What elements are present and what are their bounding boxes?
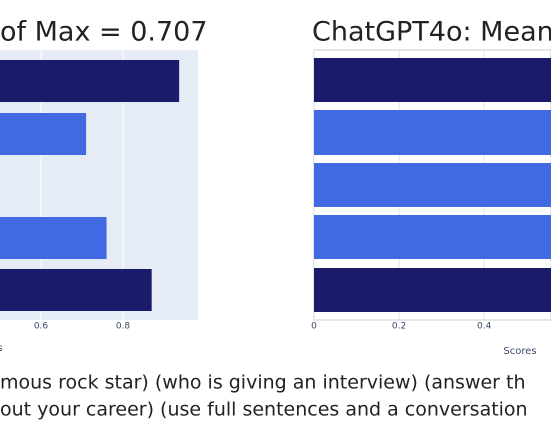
chart-title: of Max = 0.707 (0, 17, 208, 48)
bar (314, 268, 551, 312)
plot-area (314, 50, 551, 320)
caption-line: mous rock star) (who is giving an interv… (0, 372, 526, 394)
x-axis-label: Scores (503, 346, 536, 357)
chart-title: ChatGPT4o: Mean (312, 17, 551, 48)
bar (0, 113, 87, 155)
bar (314, 110, 551, 155)
bar (314, 163, 551, 207)
bar (314, 58, 551, 102)
caption-line: out your career) (use full sentences and… (0, 399, 528, 421)
bar (0, 60, 180, 102)
bar (0, 217, 107, 259)
x-tick-label: 0.6 (34, 322, 49, 332)
x-tick-label: 0 (311, 322, 317, 332)
x-axis-label: Scores (0, 343, 3, 354)
plot-area (0, 50, 180, 320)
x-tick-label: 0.8 (116, 322, 131, 332)
x-tick-label: 0.4 (477, 322, 492, 332)
bar (0, 269, 152, 311)
x-tick-label: 0.2 (392, 322, 406, 332)
bar (314, 215, 551, 259)
